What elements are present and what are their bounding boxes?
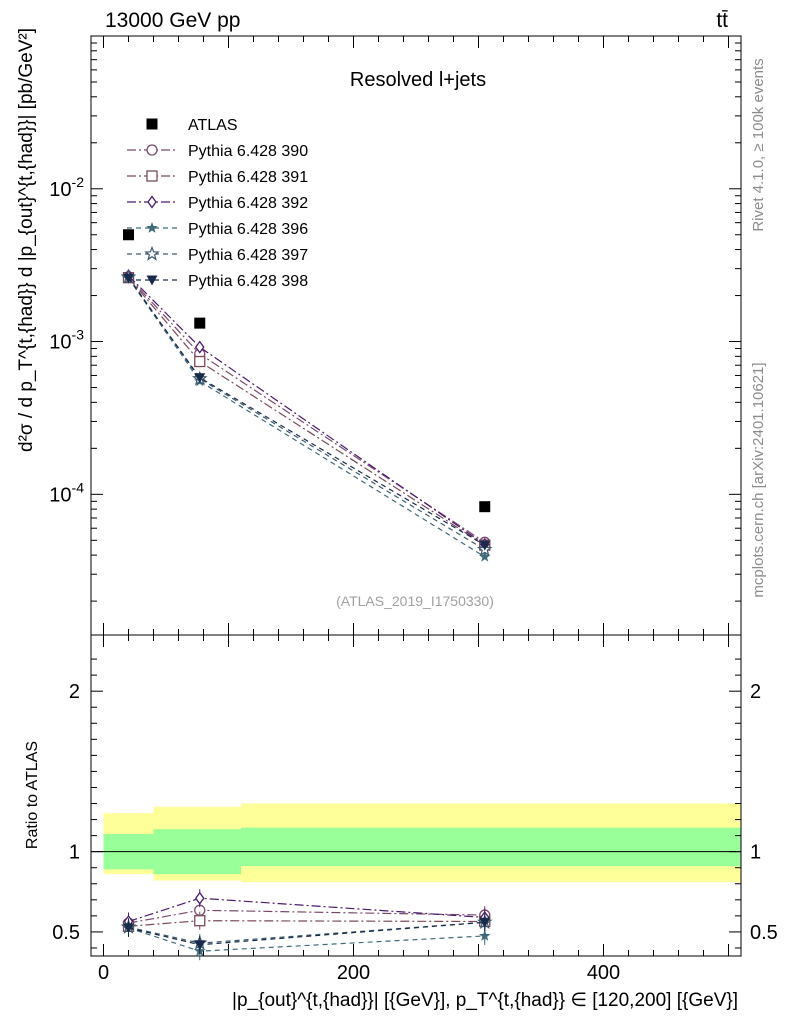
- series-line-5: [128, 276, 486, 551]
- data-point-s6-2: [479, 540, 491, 551]
- ratio-ytick-label-left: 0.5: [52, 922, 80, 944]
- ratio-point-s1-1: [194, 915, 206, 927]
- band-inner-2: [241, 827, 741, 867]
- ratio-ytick-label-right: 2: [750, 681, 761, 703]
- main-ylabel: d²σ / d p_T^{t,{had}} d |p_{out}^{t,{had…: [16, 28, 37, 452]
- ratio-ytick-label-left: 2: [69, 681, 80, 703]
- ratio-point-s5-2: [479, 917, 491, 928]
- data-point-s2-1: [194, 355, 206, 368]
- legend-marker-6: [146, 275, 158, 286]
- series-line-4: [128, 277, 486, 558]
- ratio-xlabel: |p_{out}^{t,{had}}| [{GeV}], p_T^{t,{had…: [232, 990, 738, 1011]
- legend-marker-4: [146, 222, 158, 233]
- ratio-ytick-label-right: 1: [750, 842, 761, 864]
- data-point-s4-2: [479, 550, 491, 562]
- ratio-point-s3-2: [479, 929, 491, 941]
- main-ytick-label: 10-4: [49, 479, 84, 506]
- series-line-2: [128, 277, 486, 546]
- ratio-xtick-label: 200: [337, 962, 370, 984]
- rivet-label: Rivet 4.1.0, ≥ 100k events: [750, 58, 767, 231]
- data-point-s6-0: [123, 273, 134, 284]
- data-point-s0-1: [194, 317, 206, 329]
- ratio-line-1: [128, 920, 485, 927]
- ratio-xtick-label: 400: [587, 962, 620, 984]
- legend-label-2: Pythia 6.428 391: [188, 169, 308, 186]
- legend-label-5: Pythia 6.428 397: [188, 247, 308, 264]
- ratio-xtick-label: 0: [98, 962, 109, 984]
- ratio-frame: [90, 634, 742, 957]
- header-right: tt̄: [716, 9, 728, 32]
- header-left: 13000 GeV pp: [105, 9, 240, 32]
- legend-marker-1: [146, 144, 158, 156]
- ratio-point-s5-1: [194, 940, 206, 951]
- main-ytick-label: 10-3: [49, 327, 84, 354]
- series-line-6: [128, 277, 486, 546]
- series-line-3: [128, 275, 486, 545]
- legend-marker-0: [146, 118, 158, 130]
- data-point-s6-1: [194, 373, 206, 384]
- legend-marker-5: [144, 245, 160, 261]
- data-point-s3-1: [194, 340, 205, 354]
- ratio-point-s2-1: [194, 891, 205, 905]
- data-point-s0-2: [479, 501, 491, 513]
- watermark: (ATLAS_2019_I1750330): [336, 593, 494, 609]
- data-point-s0-0: [123, 229, 134, 241]
- legend-label-3: Pythia 6.428 392: [188, 195, 308, 212]
- chart-title: Resolved l+jets: [350, 69, 486, 91]
- ratio-ytick-label-right: 0.5: [750, 922, 778, 944]
- legend-label-0: ATLAS: [188, 117, 238, 134]
- main-ytick-label: 10-2: [49, 174, 84, 201]
- legend-label-1: Pythia 6.428 390: [188, 143, 308, 160]
- ratio-ytick-label-left: 1: [69, 842, 80, 864]
- ratio-ylabel: Ratio to ATLAS: [24, 741, 41, 849]
- ratio-line-5: [128, 921, 485, 946]
- legend-label-6: Pythia 6.428 398: [188, 273, 308, 290]
- series-line-1: [128, 276, 486, 543]
- legend-label-4: Pythia 6.428 396: [188, 221, 308, 238]
- ratio-line-2: [128, 897, 485, 923]
- legend-marker-3: [147, 195, 157, 209]
- mcplots-label: mcplots.cern.ch [arXiv:2401.10621]: [750, 362, 767, 597]
- legend-marker-2: [146, 170, 158, 182]
- ratio-point-s5-0: [123, 923, 134, 934]
